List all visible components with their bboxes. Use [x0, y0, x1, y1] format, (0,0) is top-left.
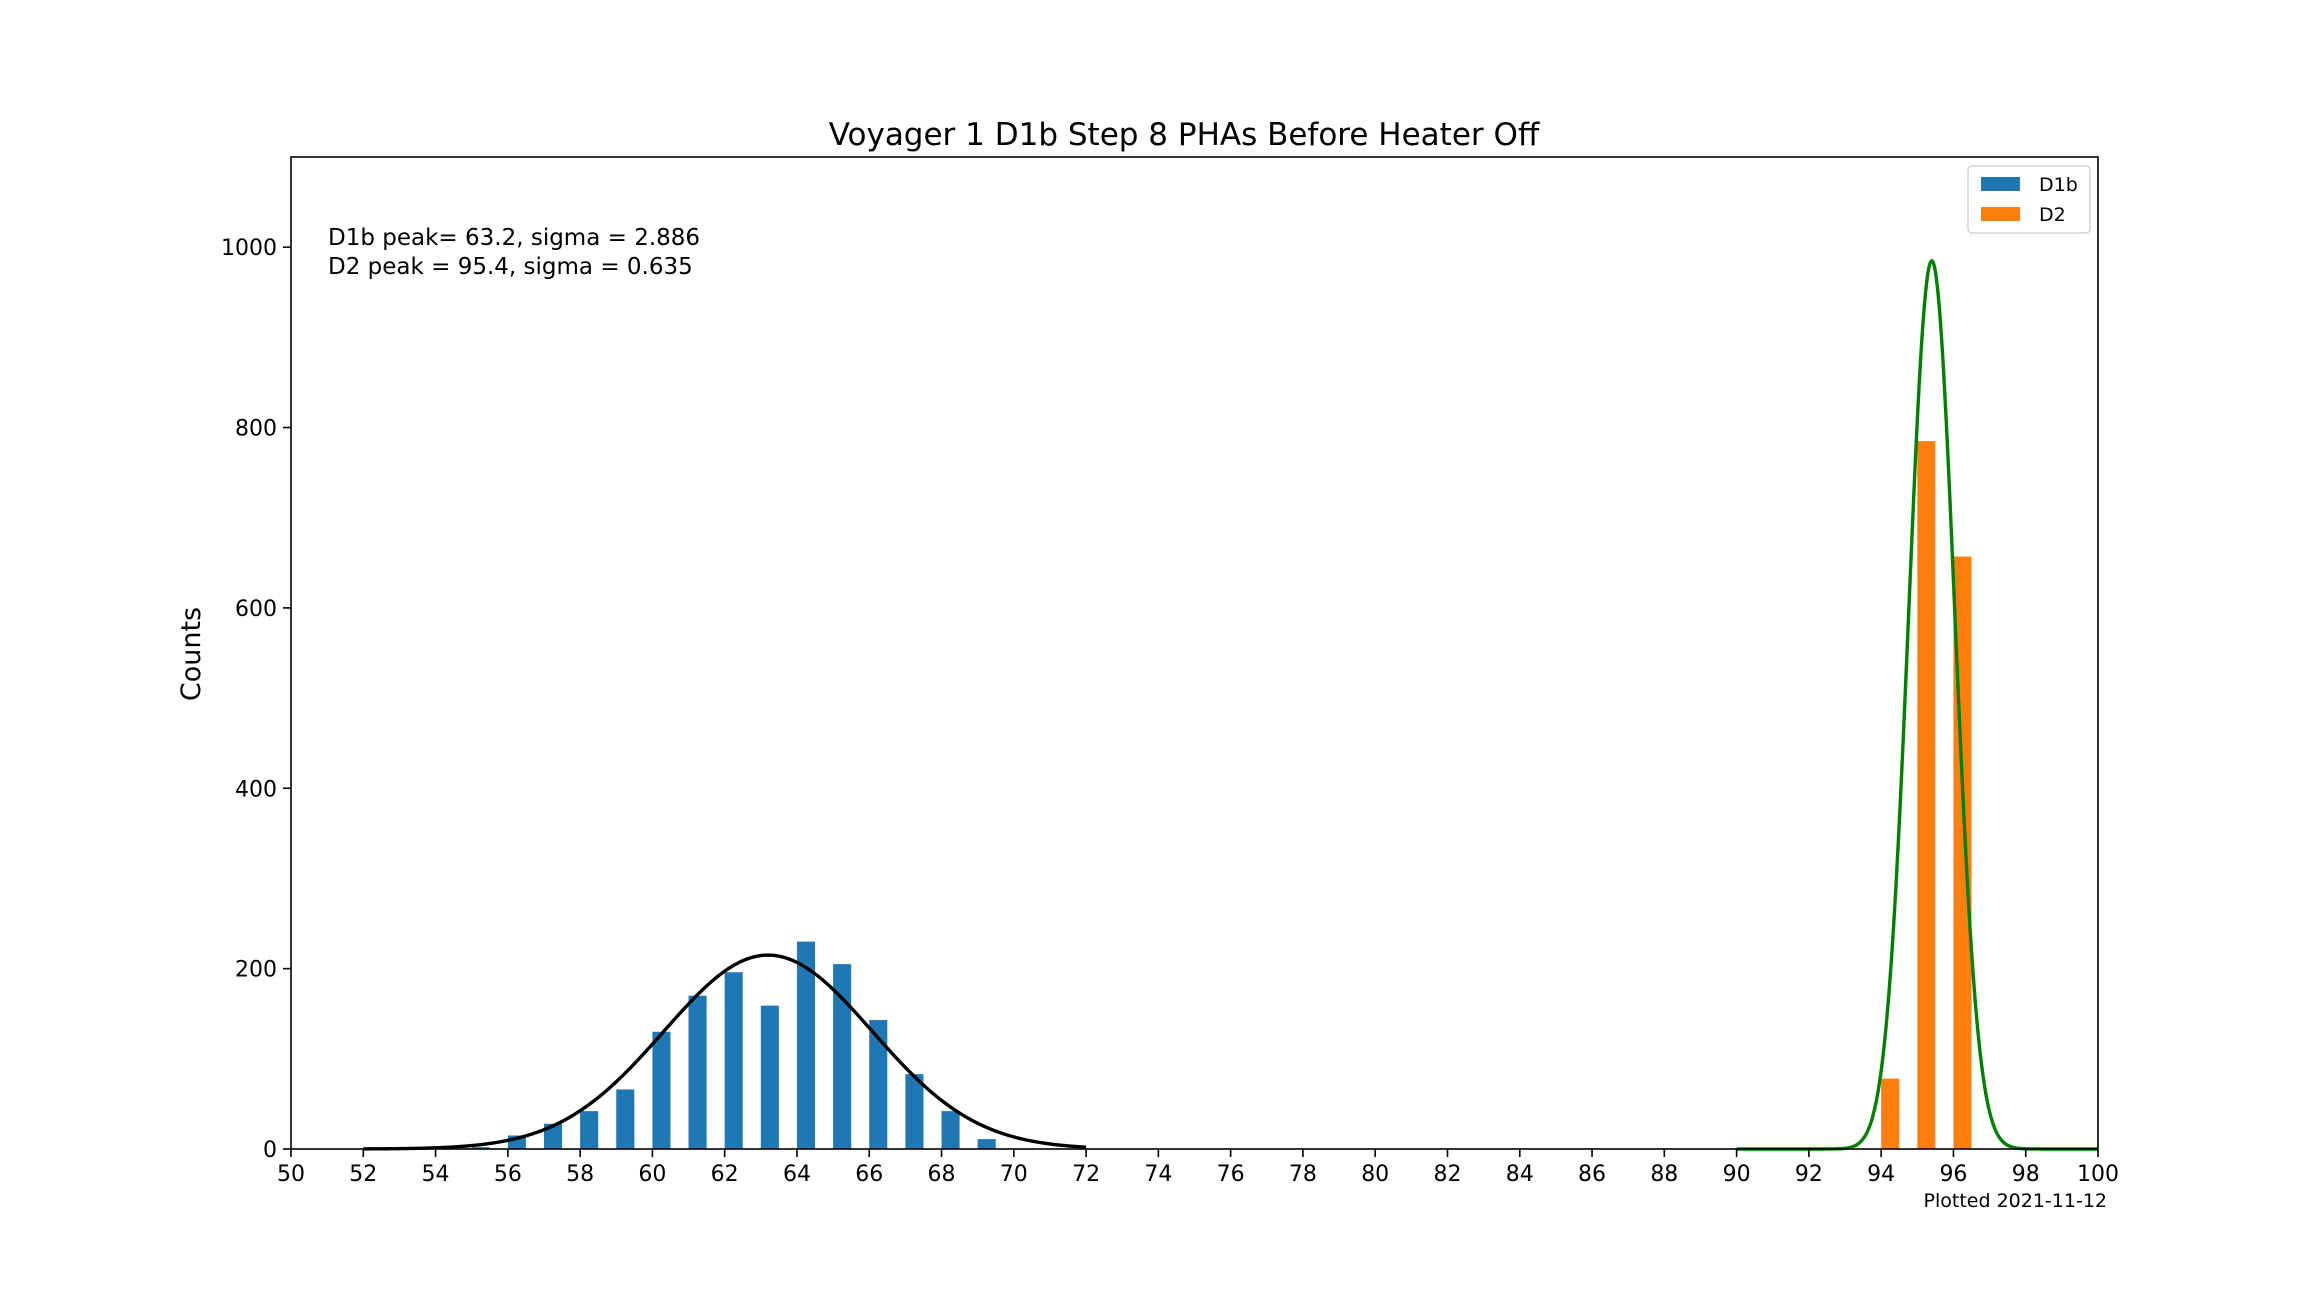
x-tick-label-64: 64: [783, 1162, 811, 1187]
bar-d1b-63: [760, 1005, 779, 1149]
y-tick-label-400: 400: [235, 777, 277, 802]
plot-date-footer: Plotted 2021-11-12: [1924, 1190, 2107, 1212]
x-tick-label-78: 78: [1289, 1162, 1317, 1187]
x-tick-label-100: 100: [2077, 1162, 2119, 1187]
x-tick-label-56: 56: [494, 1162, 522, 1187]
x-tick-label-96: 96: [1939, 1162, 1967, 1187]
bar-d1b-67: [905, 1074, 924, 1149]
bar-d2-95: [1917, 441, 1936, 1149]
x-tick-label-66: 66: [855, 1162, 883, 1187]
x-tick-label-70: 70: [1000, 1162, 1028, 1187]
x-tick-label-52: 52: [349, 1162, 377, 1187]
x-tick-label-58: 58: [566, 1162, 594, 1187]
annotation-d2: D2 peak = 95.4, sigma = 0.635: [328, 254, 693, 280]
x-tick-label-90: 90: [1723, 1162, 1751, 1187]
y-tick-label-1000: 1000: [221, 236, 277, 261]
x-tick-label-62: 62: [711, 1162, 739, 1187]
bars-layer: [471, 441, 1972, 1149]
x-tick-label-72: 72: [1072, 1162, 1100, 1187]
bar-d2-94: [1881, 1078, 1900, 1149]
bar-d1b-55: [471, 1147, 490, 1149]
bar-d1b-60: [652, 1031, 671, 1149]
fit-curves-layer: [363, 258, 2098, 1151]
legend-swatch-d1b: [1981, 177, 2020, 191]
bar-d1b-59: [616, 1089, 635, 1149]
x-tick-label-74: 74: [1144, 1162, 1172, 1187]
annotation-d1b: D1b peak= 63.2, sigma = 2.886: [328, 225, 700, 251]
legend-label-d2: D2: [2039, 204, 2066, 226]
bar-d1b-65: [833, 964, 852, 1149]
x-tick-label-94: 94: [1867, 1162, 1895, 1187]
x-tick-label-86: 86: [1578, 1162, 1606, 1187]
bar-d1b-62: [724, 972, 743, 1149]
bar-d1b-57: [543, 1123, 563, 1149]
y-tick-label-800: 800: [235, 417, 277, 442]
chart-title: Voyager 1 D1b Step 8 PHAs Before Heater …: [829, 117, 1540, 153]
x-tick-label-60: 60: [638, 1162, 666, 1187]
x-tick-label-68: 68: [928, 1162, 956, 1187]
x-tick-label-88: 88: [1650, 1162, 1678, 1187]
x-tick-label-50: 50: [277, 1162, 305, 1187]
x-tick-label-76: 76: [1217, 1162, 1245, 1187]
bar-d1b-69: [977, 1139, 996, 1149]
bar-d1b-58: [580, 1111, 599, 1149]
y-tick-label-200: 200: [235, 958, 277, 983]
x-axis: 50 52 54 56 58 60 62 64 66 68 70 72 74 76 78 80 82 84 86 88…: [277, 1149, 2119, 1187]
y-axis: 0 200 400 600 800 1000: [221, 236, 291, 1163]
y-tick-label-600: 600: [235, 597, 277, 622]
x-tick-label-54: 54: [422, 1162, 450, 1187]
bar-d1b-61: [688, 995, 707, 1149]
legend-label-d1b: D1b: [2039, 174, 2078, 196]
y-axis-label: Counts: [176, 607, 207, 701]
fit-curve-0: [363, 953, 1087, 1151]
x-tick-label-92: 92: [1795, 1162, 1823, 1187]
x-tick-label-80: 80: [1361, 1162, 1389, 1187]
x-tick-label-82: 82: [1433, 1162, 1461, 1187]
y-tick-label-0: 0: [263, 1138, 277, 1163]
legend-swatch-d2: [1981, 207, 2020, 221]
x-tick-label-84: 84: [1506, 1162, 1534, 1187]
plot-frame: [290, 156, 2099, 1150]
bar-d1b-64: [796, 941, 816, 1149]
bar-d1b-66: [869, 1020, 888, 1149]
x-tick-label-98: 98: [2012, 1162, 2040, 1187]
bar-d1b-68: [941, 1111, 960, 1149]
legend: D1b D2: [1967, 165, 2091, 234]
